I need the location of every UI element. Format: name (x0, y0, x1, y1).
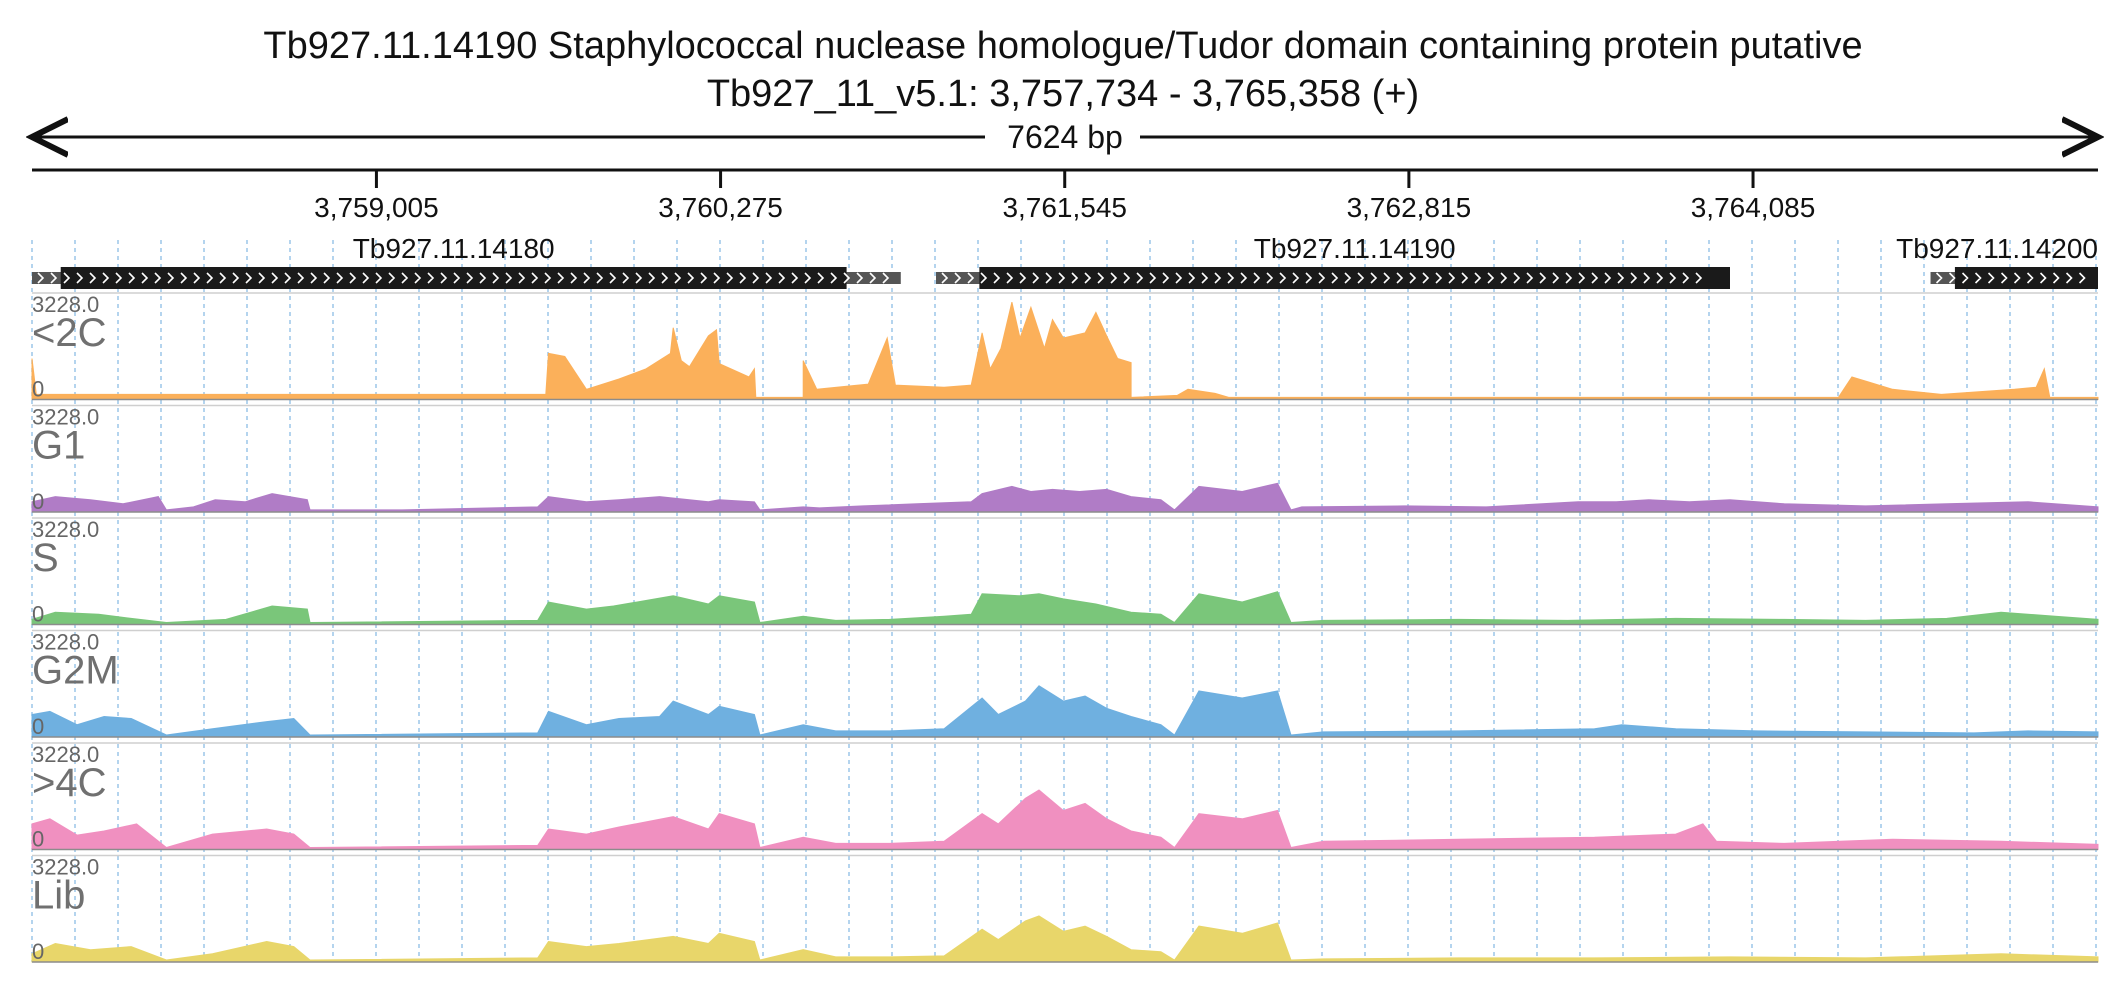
coverage-track: 3228.0>4C 0 (31, 742, 2099, 852)
track-name: G2M (32, 649, 119, 693)
track-max-label: 3228.0 (32, 855, 99, 880)
strand-chevrons (1935, 272, 2086, 284)
gene-cds (979, 267, 1731, 289)
gene-feature: Tb927.11.14190 (936, 233, 1731, 289)
track-max-label: 3228.0 (32, 630, 99, 655)
axis-tick-label: 3,764,085 (1691, 192, 1816, 223)
gene-track: Tb927.11.14180 Tb927.11.14190 Tb927.11.142… (32, 233, 2098, 289)
track-name: <2C (32, 311, 107, 355)
track-max-label: 3228.0 (32, 405, 99, 430)
page-subtitle: Tb927_11_v5.1: 3,757,734 - 3,765,358 (+) (706, 73, 1420, 115)
track-max-label: 3228.0 (32, 292, 99, 317)
coverage-track: 3228.0G1 0 (31, 405, 2099, 514)
track-name: S (32, 536, 59, 580)
coverage-area (31, 915, 2099, 963)
track-min-label: 0 (32, 939, 44, 964)
gene-feature: Tb927.11.14180 (32, 233, 901, 289)
coverage-track: 3228.0<2C 0 (31, 292, 2099, 402)
span-indicator: 7624 bp (32, 119, 2098, 155)
gene-cds (60, 267, 847, 289)
axis-tick-label: 3,762,815 (1347, 192, 1472, 223)
axis-tick-label: 3,759,005 (314, 192, 439, 223)
track-min-label: 0 (32, 377, 44, 402)
coverage-area (31, 591, 2099, 625)
track-max-label: 3228.0 (32, 517, 99, 542)
coverage-area (31, 482, 2099, 513)
gene-cds (1954, 267, 2098, 289)
track-min-label: 0 (32, 714, 44, 739)
coordinate-axis: 3,759,005 3,760,275 3,761,545 3,762,815 3,76… (32, 168, 2098, 223)
coverage-tracks: 3228.0<2C03228.0G103228.0S03228.0G2M0322… (31, 292, 2099, 964)
gene-label: Tb927.11.14200 (1896, 233, 2098, 264)
track-min-label: 0 (32, 602, 44, 627)
strand-chevrons (941, 272, 1703, 284)
axis-tick-label: 3,760,275 (658, 192, 783, 223)
track-min-label: 0 (32, 489, 44, 514)
strand-chevrons (37, 272, 890, 284)
page-title: Tb927.11.14190 Staphylococcal nuclease h… (263, 25, 1863, 67)
track-name: >4C (32, 761, 107, 805)
gene-feature: Tb927.11.14200 (1896, 233, 2098, 289)
gene-label: Tb927.11.14190 (1254, 233, 1456, 264)
track-max-label: 3228.0 (32, 742, 99, 767)
track-name: Lib (32, 874, 85, 918)
gene-label: Tb927.11.14180 (353, 233, 555, 264)
coverage-track: 3228.0S 0 (31, 517, 2099, 627)
coverage-area (31, 789, 2099, 850)
axis-tick-label: 3,761,545 (1002, 192, 1127, 223)
coverage-area (31, 685, 2099, 738)
track-min-label: 0 (32, 827, 44, 852)
track-name: G1 (32, 424, 85, 468)
span-label: 7624 bp (1007, 119, 1123, 155)
coverage-area (31, 301, 2099, 400)
